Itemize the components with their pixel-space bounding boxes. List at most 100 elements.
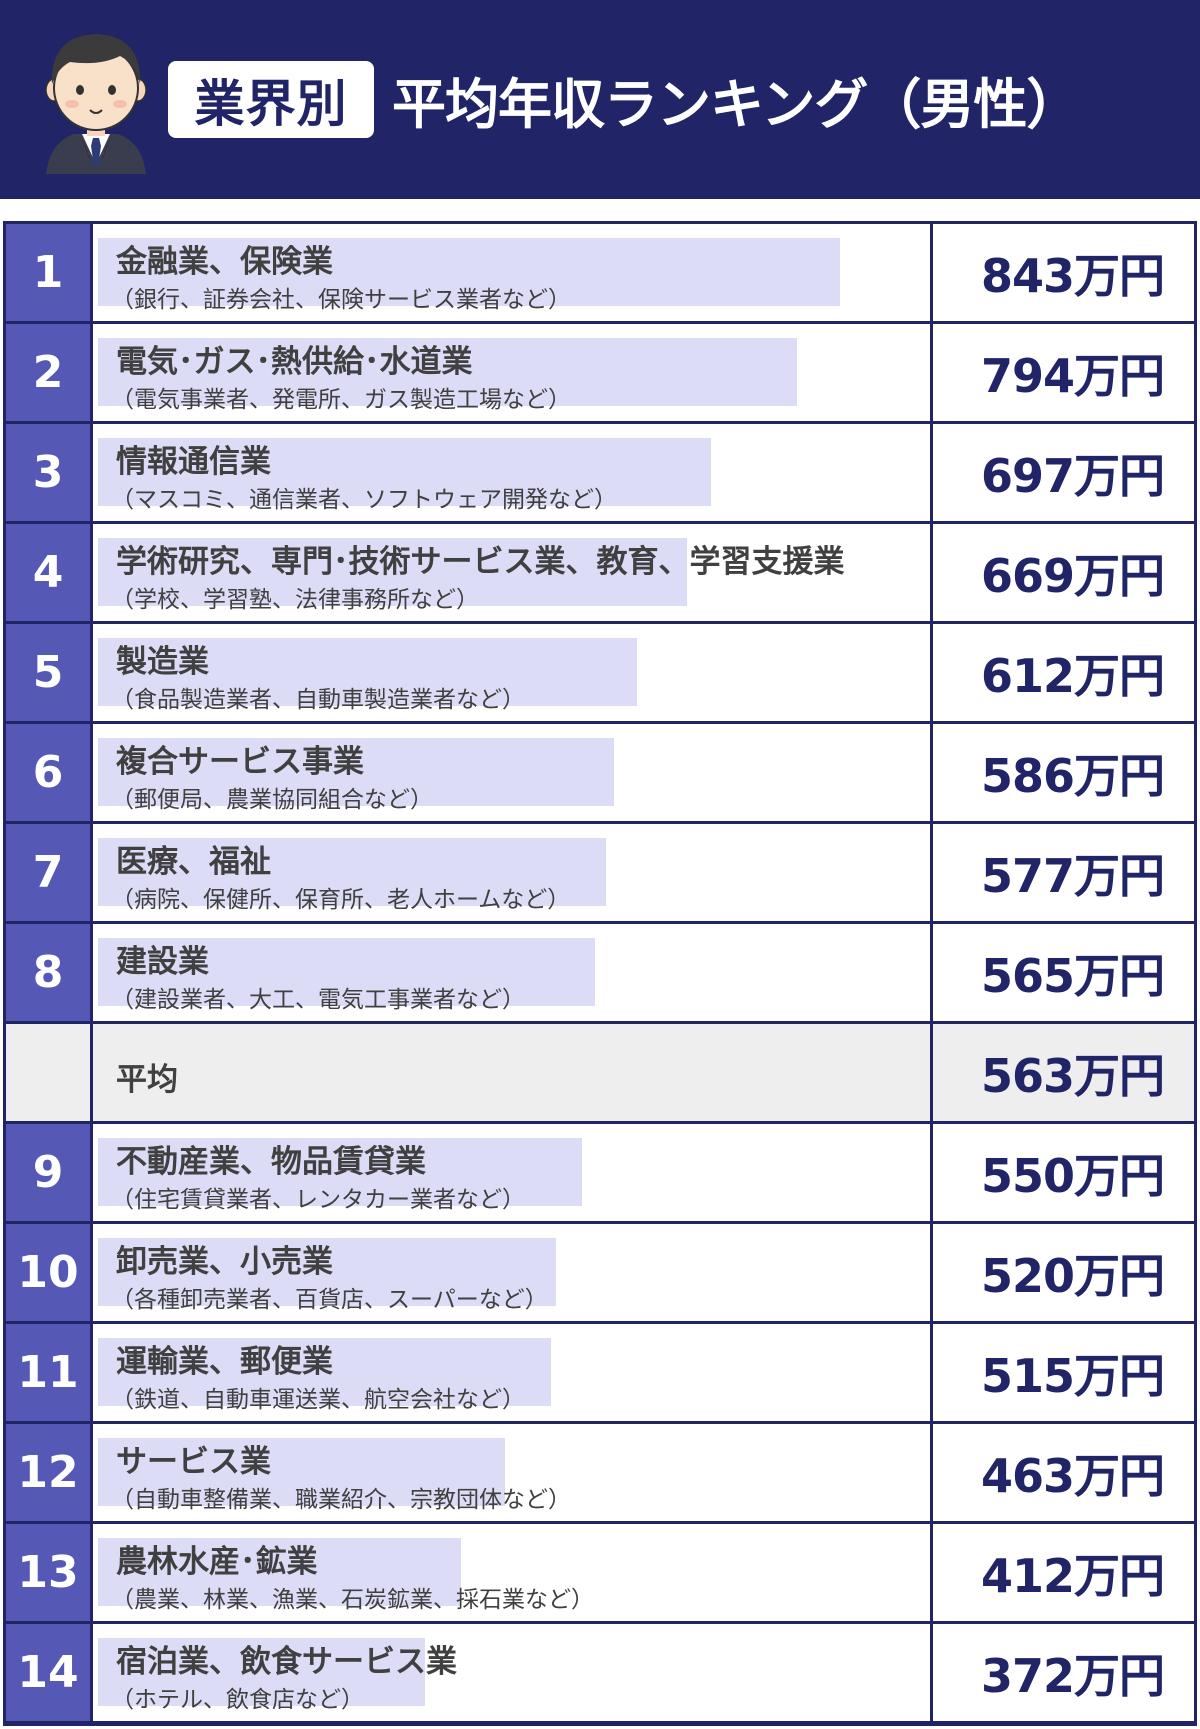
rank-number: 4 (6, 524, 90, 621)
salary-value: 565万円 (933, 924, 1194, 1021)
table-row: 6 複合サービス事業 （郵便局、農業協同組合など） 586万円 (6, 724, 1194, 821)
salary-value: 612万円 (933, 624, 1194, 721)
table-row: 1 金融業、保険業 （銀行、証券会社、保険サービス業者など） 843万円 (6, 224, 1194, 321)
industry-examples: （建設業者、大工、電気工事業者など） (111, 987, 525, 1013)
industry-examples: （郵便局、農業協同組合など） (111, 787, 433, 813)
salary-bar (98, 538, 687, 606)
industry-name: サービス業 (116, 1444, 271, 1480)
businessman-avatar-icon (45, 34, 147, 174)
salary-value: 794万円 (933, 324, 1194, 421)
industry-cell: 農林水産･鉱業 （農業、林業、漁業、石炭鉱業、採石業など） (93, 1524, 930, 1621)
salary-bar (98, 1638, 425, 1706)
industry-name: 複合サービス事業 (116, 744, 364, 780)
industry-cell: 製造業 （食品製造業者、自動車製造業者など） (93, 624, 930, 721)
salary-value: 412万円 (933, 1524, 1194, 1621)
industry-examples: （各種卸売業者、百貨店、スーパーなど） (111, 1287, 548, 1313)
salary-value: 520万円 (933, 1224, 1194, 1321)
industry-cell: サービス業 （自動車整備業、職業紹介、宗教団体など） (93, 1424, 930, 1521)
industry-name: 宿泊業、飲食サービス業 (116, 1644, 457, 1680)
salary-value: 550万円 (933, 1124, 1194, 1221)
salary-value: 372万円 (933, 1624, 1194, 1721)
salary-value: 586万円 (933, 724, 1194, 821)
industry-examples: （マスコミ、通信業者、ソフトウェア開発など） (111, 487, 617, 513)
rank-number: 11 (6, 1324, 90, 1421)
rank-number: 3 (6, 424, 90, 521)
rank-number: 9 (6, 1124, 90, 1221)
industry-cell: 建設業 （建設業者、大工、電気工事業者など） (93, 924, 930, 1021)
table-row: 14 宿泊業、飲食サービス業 （ホテル、飲食店など） 372万円 (6, 1624, 1194, 1721)
industry-name: 医療、福祉 (116, 844, 271, 880)
rank-number: 7 (6, 824, 90, 921)
table-row: 13 農林水産･鉱業 （農業、林業、漁業、石炭鉱業、採石業など） 412万円 (6, 1524, 1194, 1621)
salary-value: 697万円 (933, 424, 1194, 521)
salary-value: 669万円 (933, 524, 1194, 621)
salary-value: 463万円 (933, 1424, 1194, 1521)
salary-value: 843万円 (933, 224, 1194, 321)
industry-name: 運輸業、郵便業 (116, 1344, 333, 1380)
salary-bar (98, 1138, 582, 1206)
rank-number: 2 (6, 324, 90, 421)
ranking-table: 1 金融業、保険業 （銀行、証券会社、保険サービス業者など） 843万円 2 電気･ガス･… (3, 221, 1197, 1726)
rank-number: 6 (6, 724, 90, 821)
industry-name: 卸売業、小売業 (116, 1244, 333, 1280)
industry-examples: （自動車整備業、職業紹介、宗教団体など） (111, 1487, 571, 1513)
industry-name: 建設業 (116, 944, 209, 980)
industry-examples: （病院、保健所、保育所、老人ホームなど） (111, 887, 571, 913)
industry-cell: 金融業、保険業 （銀行、証券会社、保険サービス業者など） (93, 224, 930, 321)
average-row: 平均 563万円 (6, 1024, 1194, 1121)
rank-number: 14 (6, 1624, 90, 1721)
salary-bar (98, 1238, 556, 1306)
salary-value: 515万円 (933, 1324, 1194, 1421)
industry-name: 農林水産･鉱業 (116, 1544, 318, 1580)
table-row: 7 医療、福祉 （病院、保健所、保育所、老人ホームなど） 577万円 (6, 824, 1194, 921)
industry-cell: 運輸業、郵便業 （鉄道、自動車運送業、航空会社など） (93, 1324, 930, 1421)
rank-number: 13 (6, 1524, 90, 1621)
industry-name: 不動産業、物品賃貸業 (116, 1144, 426, 1180)
salary-value: 563万円 (933, 1024, 1194, 1121)
industry-cell: 医療、福祉 （病院、保健所、保育所、老人ホームなど） (93, 824, 930, 921)
industry-examples: （銀行、証券会社、保険サービス業者など） (111, 287, 571, 313)
rank-number: 1 (6, 224, 90, 321)
industry-name: 電気･ガス･熱供給･水道業 (116, 344, 473, 380)
salary-bar (98, 638, 637, 706)
title-badge: 業界別 (168, 61, 374, 138)
industry-cell: 不動産業、物品賃貸業 （住宅賃貸業者、レンタカー業者など） (93, 1124, 930, 1221)
industry-cell: 学術研究、専門･技術サービス業、教育、学習支援業 （学校、学習塾、法律事務所など） (93, 524, 930, 621)
table-row: 9 不動産業、物品賃貸業 （住宅賃貸業者、レンタカー業者など） 550万円 (6, 1124, 1194, 1221)
industry-name: 学術研究、専門･技術サービス業、教育、学習支援業 (116, 544, 845, 580)
rank-number: 8 (6, 924, 90, 1021)
salary-bar (98, 1438, 505, 1506)
rank-number (6, 1024, 90, 1121)
salary-bar (98, 438, 711, 506)
industry-cell: 情報通信業 （マスコミ、通信業者、ソフトウェア開発など） (93, 424, 930, 521)
industry-name: 製造業 (116, 644, 209, 680)
table-row: 5 製造業 （食品製造業者、自動車製造業者など） 612万円 (6, 624, 1194, 721)
page-title: 平均年収ランキング（男性） (392, 73, 1080, 136)
industry-examples: （農業、林業、漁業、石炭鉱業、採石業など） (111, 1587, 594, 1613)
table-row: 12 サービス業 （自動車整備業、職業紹介、宗教団体など） 463万円 (6, 1424, 1194, 1521)
industry-examples: （ホテル、飲食店など） (111, 1687, 364, 1713)
industry-name: 平均 (116, 1062, 178, 1098)
header: 業界別 平均年収ランキング（男性） (0, 0, 1200, 199)
industry-name: 情報通信業 (116, 444, 271, 480)
industry-examples: （学校、学習塾、法律事務所など） (111, 587, 479, 613)
table-row: 10 卸売業、小売業 （各種卸売業者、百貨店、スーパーなど） 520万円 (6, 1224, 1194, 1321)
industry-cell: 電気･ガス･熱供給･水道業 （電気事業者、発電所、ガス製造工場など） (93, 324, 930, 421)
industry-cell: 平均 (93, 1024, 930, 1121)
salary-value: 577万円 (933, 824, 1194, 921)
industry-examples: （食品製造業者、自動車製造業者など） (111, 687, 525, 713)
industry-cell: 宿泊業、飲食サービス業 （ホテル、飲食店など） (93, 1624, 930, 1721)
salary-bar (98, 938, 595, 1006)
salary-bar (98, 338, 797, 406)
industry-examples: （電気事業者、発電所、ガス製造工場など） (111, 387, 571, 413)
rank-number: 12 (6, 1424, 90, 1521)
table-row: 3 情報通信業 （マスコミ、通信業者、ソフトウェア開発など） 697万円 (6, 424, 1194, 521)
industry-name: 金融業、保険業 (116, 244, 333, 280)
table-row: 11 運輸業、郵便業 （鉄道、自動車運送業、航空会社など） 515万円 (6, 1324, 1194, 1421)
salary-bar (98, 738, 614, 806)
rank-number: 5 (6, 624, 90, 721)
industry-cell: 複合サービス事業 （郵便局、農業協同組合など） (93, 724, 930, 821)
industry-examples: （鉄道、自動車運送業、航空会社など） (111, 1387, 525, 1413)
salary-bar (98, 1538, 461, 1606)
industry-examples: （住宅賃貸業者、レンタカー業者など） (111, 1187, 525, 1213)
